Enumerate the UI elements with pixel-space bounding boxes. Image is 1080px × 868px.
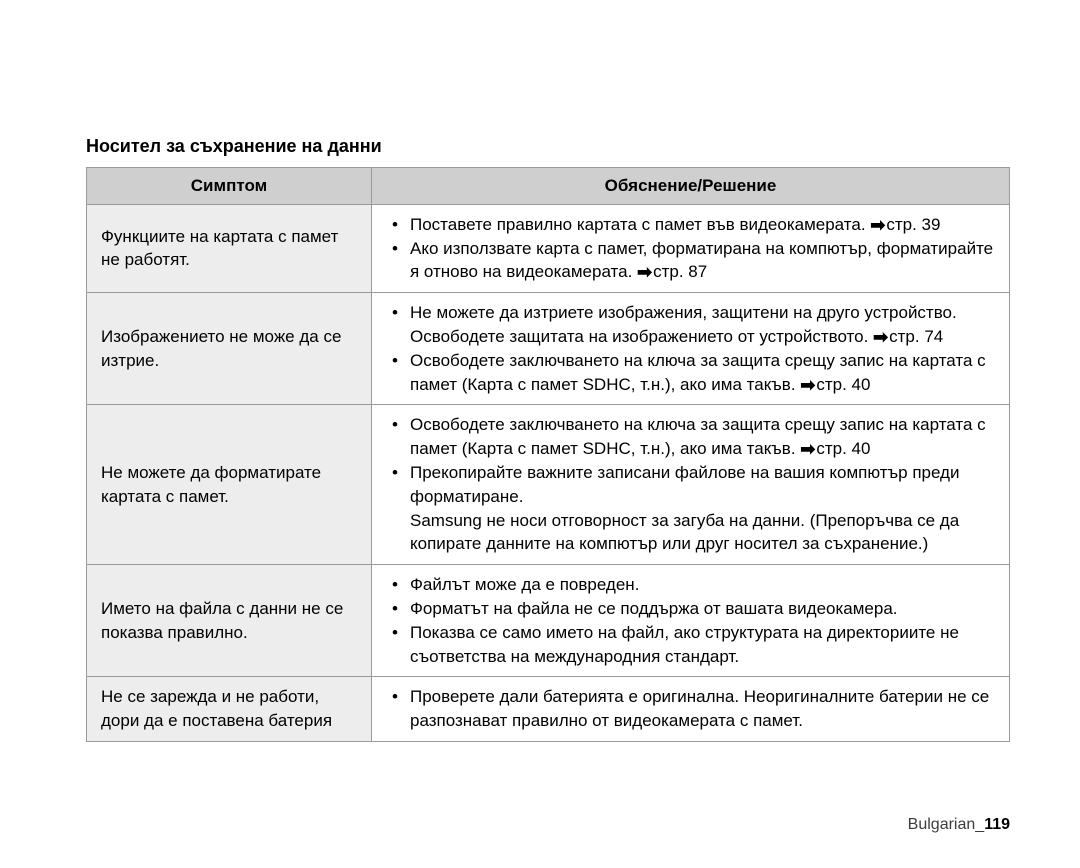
solution-item: Проверете дали батерията е оригинална. Н… (386, 685, 999, 733)
table-header-row: Симптом Обяснение/Решение (87, 168, 1010, 205)
table-row: Функциите на картата с памет не работят.… (87, 204, 1010, 292)
page-ref-text: стр. 74 (889, 327, 943, 346)
solution-cell: Не можете да изтриете изображения, защит… (372, 293, 1010, 405)
solution-list: Поставете правилно картата с памет във в… (386, 213, 999, 284)
symptom-cell: Не можете да форматирате картата с памет… (87, 405, 372, 565)
solution-text: Освободете заключването на ключа за защи… (410, 415, 986, 458)
table-row: Изображението не може да се изтрие. Не мо… (87, 293, 1010, 405)
page: Носител за съхранение на данни Симптом О… (0, 0, 1080, 868)
table-row: Не се зарежда и не работи, дори да е пос… (87, 677, 1010, 742)
solution-cell: Освободете заключването на ключа за защи… (372, 405, 1010, 565)
solution-text: Показва се само името на файл, ако струк… (410, 623, 959, 666)
header-symptom: Симптом (87, 168, 372, 205)
symptom-cell: Името на файла с данни не се показва пра… (87, 565, 372, 677)
solution-text: Форматът на файла не се поддържа от ваша… (410, 599, 898, 618)
page-reference: ➡стр. 87 (637, 262, 707, 281)
solution-list: Проверете дали батерията е оригинална. Н… (386, 685, 999, 733)
solution-item: Поставете правилно картата с памет във в… (386, 213, 999, 237)
solution-list: Не можете да изтриете изображения, защит… (386, 301, 999, 396)
page-ref-text: стр. 39 (886, 215, 940, 234)
solution-text: Прекопирайте важните записани файлове на… (410, 463, 959, 553)
symptom-cell: Функциите на картата с памет не работят. (87, 204, 372, 292)
page-ref-text: стр. 40 (816, 375, 870, 394)
arrow-icon: ➡ (873, 328, 888, 346)
page-reference: ➡стр. 40 (800, 375, 870, 394)
solution-item: Освободете заключването на ключа за защи… (386, 349, 999, 397)
solution-item: Файлът може да е повреден. (386, 573, 999, 597)
solution-text: Файлът може да е повреден. (410, 575, 639, 594)
page-footer: Bulgarian_119 (908, 816, 1010, 834)
footer-page-number: 119 (984, 816, 1010, 833)
symptom-cell: Не се зарежда и не работи, дори да е пос… (87, 677, 372, 742)
footer-language: Bulgarian (908, 816, 976, 833)
arrow-icon: ➡ (800, 376, 815, 394)
solution-item: Освободете заключването на ключа за защи… (386, 413, 999, 461)
table-row: Не можете да форматирате картата с памет… (87, 405, 1010, 565)
section-title: Носител за съхранение на данни (86, 136, 1010, 157)
page-ref-text: стр. 40 (816, 439, 870, 458)
solution-list: Файлът може да е повреден. Форматът на фа… (386, 573, 999, 668)
solution-item: Форматът на файла не се поддържа от ваша… (386, 597, 999, 621)
page-ref-text: стр. 87 (653, 262, 707, 281)
page-reference: ➡стр. 39 (870, 215, 940, 234)
page-reference: ➡стр. 74 (873, 327, 943, 346)
solution-item: Показва се само името на файл, ако струк… (386, 621, 999, 669)
arrow-icon: ➡ (800, 440, 815, 458)
arrow-icon: ➡ (870, 216, 885, 234)
solution-cell: Поставете правилно картата с памет във в… (372, 204, 1010, 292)
solution-cell: Проверете дали батерията е оригинална. Н… (372, 677, 1010, 742)
symptom-cell: Изображението не може да се изтрие. (87, 293, 372, 405)
table-row: Името на файла с данни не се показва пра… (87, 565, 1010, 677)
solution-item: Прекопирайте важните записани файлове на… (386, 461, 999, 556)
header-solution: Обяснение/Решение (372, 168, 1010, 205)
solution-cell: Файлът може да е повреден. Форматът на фа… (372, 565, 1010, 677)
page-reference: ➡стр. 40 (800, 439, 870, 458)
solution-item: Ако използвате карта с памет, форматиран… (386, 237, 999, 285)
solution-list: Освободете заключването на ключа за защи… (386, 413, 999, 556)
troubleshooting-table: Симптом Обяснение/Решение Функциите на к… (86, 167, 1010, 742)
solution-text: Проверете дали батерията е оригинална. Н… (410, 687, 989, 730)
arrow-icon: ➡ (637, 263, 652, 281)
solution-text: Освободете заключването на ключа за защи… (410, 351, 986, 394)
solution-item: Не можете да изтриете изображения, защит… (386, 301, 999, 349)
solution-text: Поставете правилно картата с памет във в… (410, 215, 870, 234)
